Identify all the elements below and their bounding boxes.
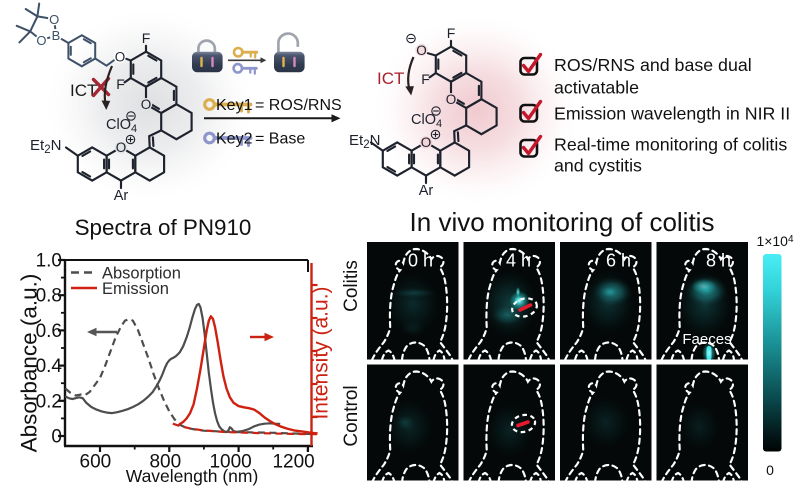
svg-text:B: B [52, 28, 61, 43]
svg-text:0.2: 0.2 [36, 391, 62, 412]
svg-text:1×104: 1×104 [756, 233, 794, 249]
svg-text:6 h: 6 h [606, 251, 631, 271]
svg-text:Absorption: Absorption [102, 265, 181, 283]
svg-text:= Base: = Base [255, 131, 305, 148]
svg-text:Ar: Ar [419, 183, 434, 199]
svg-text:0: 0 [51, 427, 62, 448]
svg-text:= ROS/RNS: = ROS/RNS [255, 97, 342, 114]
svg-text:Key1: Key1 [216, 97, 253, 114]
svg-text:ROS/RNS and base dual: ROS/RNS and base dual [554, 55, 752, 75]
svg-text:1.0: 1.0 [36, 251, 62, 272]
svg-text:Control: Control [341, 385, 362, 446]
svg-text:Spectra of PN910: Spectra of PN910 [75, 215, 252, 240]
svg-text:ICT: ICT [377, 69, 404, 88]
svg-text:Et2N: Et2N [349, 132, 380, 151]
svg-text:600: 600 [80, 452, 112, 473]
svg-text:0 h: 0 h [408, 251, 433, 271]
svg-text:Emission: Emission [102, 280, 169, 298]
svg-text:O: O [416, 43, 427, 58]
svg-text:Et2N: Et2N [30, 137, 61, 156]
svg-text:Emission wavelength in NIR II: Emission wavelength in NIR II [554, 104, 790, 124]
svg-text:0.6: 0.6 [36, 321, 62, 342]
svg-text:F: F [421, 71, 430, 87]
svg-text:Ar: Ar [114, 188, 129, 204]
svg-text:O: O [49, 12, 59, 27]
svg-text:Real-time monitoring of coliti: Real-time monitoring of colitis [554, 135, 787, 155]
svg-text:F: F [116, 76, 125, 92]
svg-text:F: F [142, 30, 151, 46]
svg-text:Intensity (a.u.): Intensity (a.u.) [310, 286, 333, 419]
svg-text:ClO4: ClO4 [411, 112, 442, 130]
svg-text:Key2: Key2 [216, 131, 253, 148]
svg-text:1000: 1000 [209, 452, 251, 473]
svg-text:0.4: 0.4 [36, 356, 63, 377]
svg-text:1200: 1200 [272, 452, 314, 473]
svg-text:ICT: ICT [70, 81, 97, 100]
svg-text:O: O [36, 33, 46, 48]
svg-text:0.8: 0.8 [36, 286, 62, 307]
svg-text:and cystitis: and cystitis [554, 156, 642, 176]
svg-text:4 h: 4 h [506, 251, 531, 271]
svg-text:Wavelength (nm): Wavelength (nm) [126, 466, 259, 486]
svg-text:ClO4: ClO4 [106, 117, 137, 135]
svg-text:0: 0 [766, 462, 774, 478]
svg-text:800: 800 [149, 452, 181, 473]
svg-text:In vivo monitoring of colitis: In vivo monitoring of colitis [410, 207, 715, 237]
svg-text:Colitis: Colitis [341, 260, 362, 312]
svg-text:O: O [116, 140, 127, 155]
svg-text:8 h: 8 h [706, 251, 731, 271]
svg-text:O: O [421, 135, 432, 150]
svg-text:F: F [447, 25, 456, 41]
svg-text:O: O [141, 97, 152, 112]
svg-text:O: O [446, 92, 457, 107]
svg-text:activatable: activatable [554, 78, 639, 98]
svg-text:O: O [115, 49, 126, 64]
svg-text:Absorbance (a.u.): Absorbance (a.u.) [17, 274, 42, 453]
svg-text:Faeces: Faeces [682, 331, 731, 348]
